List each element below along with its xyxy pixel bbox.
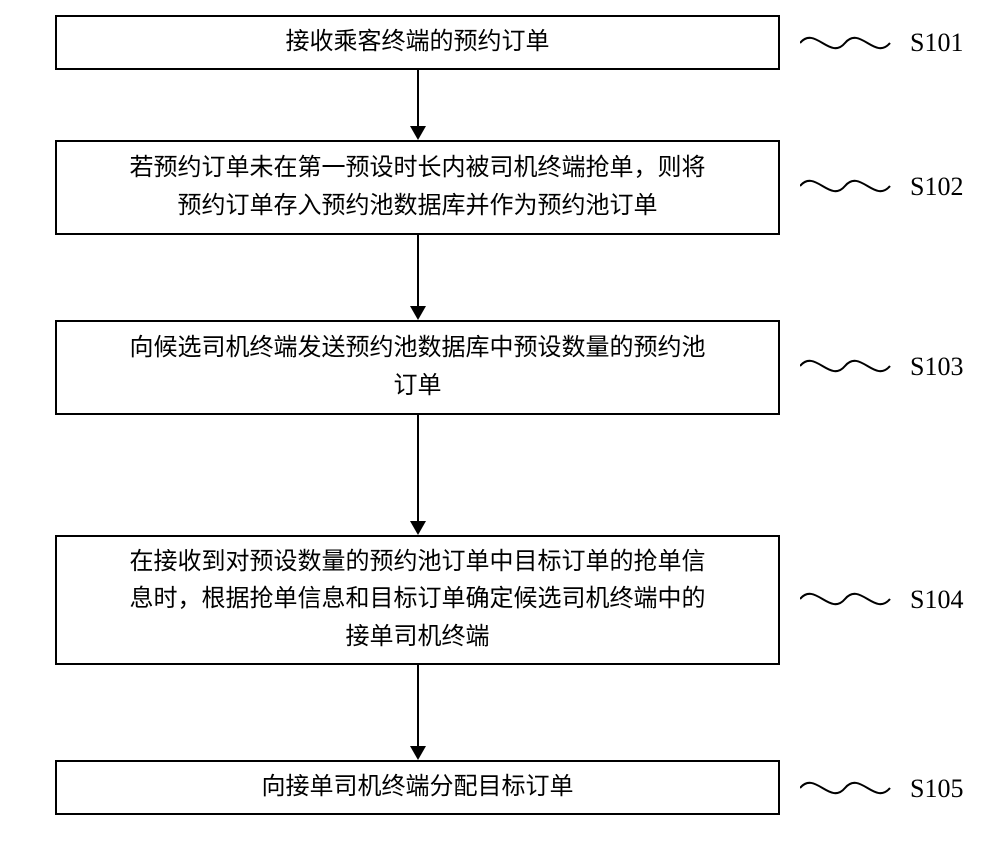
connector-squiggle [800, 772, 895, 806]
step-label-s103: S103 [910, 352, 963, 382]
flow-node-text: 向候选司机终端发送预约池数据库中预设数量的预约池 订单 [130, 330, 706, 404]
step-label-s104: S104 [910, 585, 963, 615]
flow-node-text: 若预约订单未在第一预设时长内被司机终端抢单，则将 预约订单存入预约池数据库并作为… [130, 150, 706, 224]
flowchart-canvas: 接收乘客终端的预约订单 S101 若预约订单未在第一预设时长内被司机终端抢单，则… [0, 0, 1000, 862]
step-label-s101: S101 [910, 28, 963, 58]
flow-node-s103: 向候选司机终端发送预约池数据库中预设数量的预约池 订单 [55, 320, 780, 415]
flow-node-s101: 接收乘客终端的预约订单 [55, 15, 780, 70]
connector-squiggle [800, 170, 895, 204]
flow-node-text: 接收乘客终端的预约订单 [286, 24, 550, 61]
flow-node-s104: 在接收到对预设数量的预约池订单中目标订单的抢单信 息时，根据抢单信息和目标订单确… [55, 535, 780, 665]
step-label-s102: S102 [910, 172, 963, 202]
flow-arrow [55, 665, 780, 760]
flow-node-s102: 若预约订单未在第一预设时长内被司机终端抢单，则将 预约订单存入预约池数据库并作为… [55, 140, 780, 235]
connector-squiggle [800, 583, 895, 617]
flow-arrow [55, 235, 780, 320]
connector-squiggle [800, 350, 895, 384]
flow-arrow [55, 415, 780, 535]
flow-arrow [55, 70, 780, 140]
flow-node-text: 在接收到对预设数量的预约池订单中目标订单的抢单信 息时，根据抢单信息和目标订单确… [130, 544, 706, 656]
connector-squiggle [800, 27, 895, 61]
step-label-s105: S105 [910, 774, 963, 804]
flow-node-text: 向接单司机终端分配目标订单 [262, 769, 574, 806]
flow-node-s105: 向接单司机终端分配目标订单 [55, 760, 780, 815]
